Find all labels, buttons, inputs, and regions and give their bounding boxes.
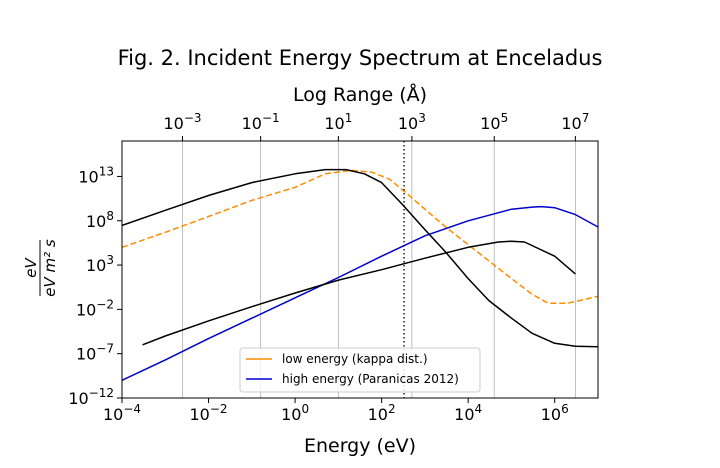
- top-tick-label: 105: [480, 111, 508, 133]
- x-tick-label: 10−4: [103, 402, 141, 424]
- y-axis-title-numerator: eV: [22, 257, 40, 278]
- y-axis-ticks: 10−12 10−7 10−2 103 108 1013: [68, 164, 122, 408]
- y-tick-label: 10−12: [68, 386, 114, 408]
- top-tick-label: 107: [561, 111, 589, 133]
- top-axis-ticks: 10−3 10−1 101 103 105 107: [163, 111, 589, 141]
- x-axis-title: Energy (eV): [304, 435, 416, 457]
- x-tick-label: 106: [541, 402, 569, 424]
- y-tick-label: 1013: [78, 164, 114, 186]
- top-tick-label: 10−3: [163, 111, 201, 133]
- legend-label-high-energy: high energy (Paranicas 2012): [282, 372, 459, 386]
- series-line-4: [142, 240, 576, 346]
- y-axis-title: eV eV m² s: [22, 239, 59, 297]
- x-tick-label: 100: [281, 402, 309, 424]
- x-tick-label: 104: [454, 402, 482, 424]
- legend: low energy (kappa dist.) high energy (Pa…: [239, 347, 481, 393]
- top-tick-label: 10−1: [242, 111, 280, 133]
- x-axis-ticks: 10−4 10−2 100 102 104 106: [103, 398, 569, 424]
- top-tick-label: 101: [324, 111, 352, 133]
- x-tick-label: 10−2: [190, 402, 228, 424]
- legend-box: [239, 347, 481, 393]
- legend-label-low-energy: low energy (kappa dist.): [282, 352, 428, 366]
- series-layer: [121, 168, 599, 381]
- y-tick-label: 10−7: [76, 342, 114, 364]
- series-line-1: [121, 169, 599, 304]
- chart-title: Fig. 2. Incident Energy Spectrum at Ence…: [118, 46, 603, 70]
- y-tick-label: 108: [86, 209, 114, 231]
- y-axis-title-denominator: eV m² s: [41, 239, 59, 297]
- grid-lines: [182, 141, 576, 398]
- y-tick-label: 10−2: [76, 297, 114, 319]
- series-line-3: [121, 168, 599, 348]
- y-tick-label: 103: [86, 253, 114, 275]
- plot-frame: [121, 140, 599, 399]
- series-line-2: [121, 205, 599, 381]
- top-tick-label: 103: [398, 111, 426, 133]
- top-axis-title: Log Range (Å): [293, 83, 427, 106]
- x-tick-label: 102: [368, 402, 396, 424]
